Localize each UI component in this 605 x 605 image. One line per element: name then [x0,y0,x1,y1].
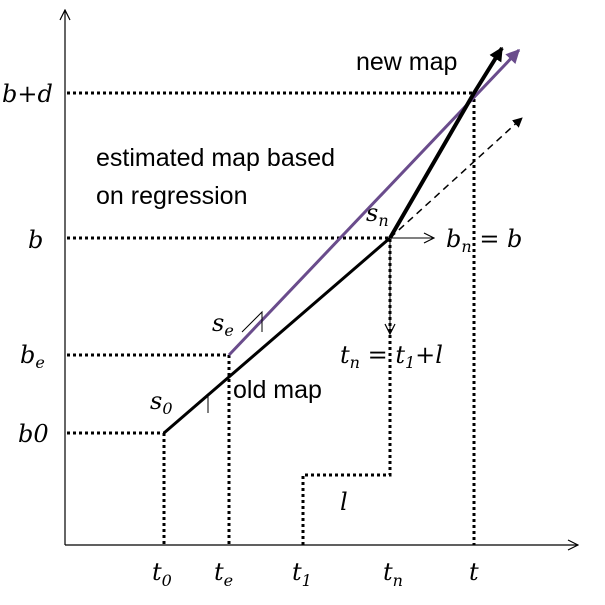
old-map-extension [389,117,523,239]
slope-label-se: se [212,309,234,340]
x-label-te: te [214,558,233,590]
bn-equals-b: bn = b [446,225,522,256]
y-label-b-e: be [20,341,45,372]
new-map-line [388,46,504,240]
x-label-t1: t1 [292,558,312,590]
slope-indicator-s0 [185,392,209,414]
x-label-tn: tn [383,558,403,590]
old-map-line [163,236,391,435]
y-label-b0: b0 [18,420,49,448]
x-label-t0: t0 [152,558,172,590]
slope-indicator-se [241,310,263,333]
slope-label-sn: sn [366,199,389,230]
estimated-map-label-line1: estimated map based [96,144,335,172]
tn-equals-t1-plus-l: tn = t1+l [340,341,443,372]
x-label-t: t [469,558,479,586]
y-label-b: b [28,226,43,254]
slope-label-s0: s0 [150,387,173,418]
estimated-map-label-line2: on regression [96,182,247,210]
step-label-l: l [340,488,348,516]
y-label-b-plus-d: b+d [2,80,53,108]
old-map-label: old map [233,376,322,404]
new-map-label: new map [356,48,457,76]
